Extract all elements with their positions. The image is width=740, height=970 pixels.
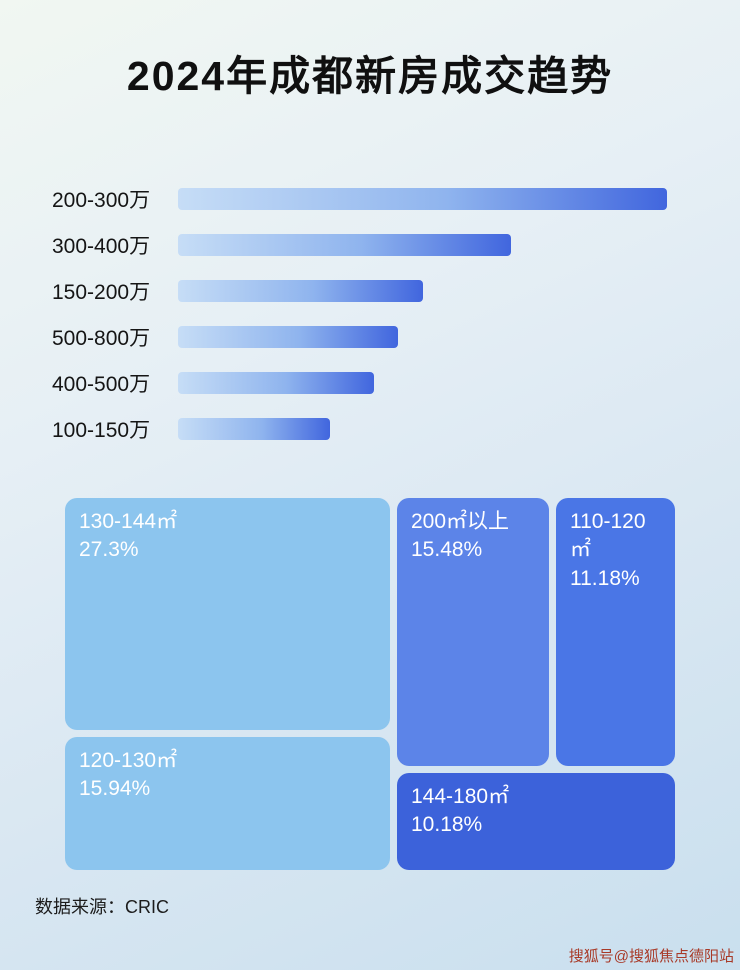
bar-track [178, 418, 667, 440]
bar [178, 372, 374, 394]
bar-track [178, 234, 667, 256]
bar-row: 100-150万 [52, 406, 667, 452]
bar-track [178, 372, 667, 394]
treemap-label: 110-120㎡ [570, 510, 646, 562]
bar-row: 200-300万 [52, 176, 667, 222]
treemap-chart: 130-144㎡ 27.3% 200㎡以上 15.48% 110-120㎡ 11… [65, 498, 675, 870]
treemap-block-120-130: 120-130㎡ 15.94% [65, 737, 390, 870]
bar-row: 150-200万 [52, 268, 667, 314]
treemap-value: 10.18% [411, 813, 483, 837]
treemap-label: 200㎡以上 [411, 510, 510, 533]
bar-label: 500-800万 [52, 327, 151, 350]
bar-row: 500-800万 [52, 314, 667, 360]
bar-row: 400-500万 [52, 360, 667, 406]
bar [178, 280, 423, 302]
bar-track [178, 280, 667, 302]
bar [178, 188, 667, 210]
bar-track [178, 188, 667, 210]
treemap-label: 120-130㎡ [79, 749, 178, 772]
treemap-value: 11.18% [570, 566, 640, 590]
treemap-value: 27.3% [79, 538, 139, 562]
bar-row: 300-400万 [52, 222, 667, 268]
data-source-text: 数据来源：CRIC [35, 897, 169, 917]
treemap-block-130-144: 130-144㎡ 27.3% [65, 498, 390, 730]
bar-chart: 200-300万 300-400万 150-200万 500-800万 400-500万… [52, 176, 667, 452]
bar-label: 200-300万 [52, 189, 151, 212]
watermark-text: 搜狐号@搜狐焦点德阳站 [568, 948, 734, 965]
bar-label: 150-200万 [52, 281, 151, 304]
bar-label: 400-500万 [52, 373, 151, 396]
bar [178, 234, 511, 256]
bar [178, 418, 330, 440]
bar-label: 100-150万 [52, 419, 151, 442]
treemap-label: 130-144㎡ [79, 510, 178, 533]
treemap-label: 144-180㎡ [411, 785, 510, 808]
treemap-block-200-plus: 200㎡以上 15.48% [397, 498, 549, 766]
bar-track [178, 326, 667, 348]
treemap-block-110-120: 110-120㎡ 11.18% [556, 498, 675, 766]
treemap-value: 15.48% [411, 538, 483, 562]
treemap-block-144-180: 144-180㎡ 10.18% [397, 773, 675, 870]
treemap-value: 15.94% [79, 777, 151, 801]
page-title: 2024年成都新房成交趋势 [126, 53, 614, 99]
bar [178, 326, 399, 348]
bar-label: 300-400万 [52, 235, 151, 258]
